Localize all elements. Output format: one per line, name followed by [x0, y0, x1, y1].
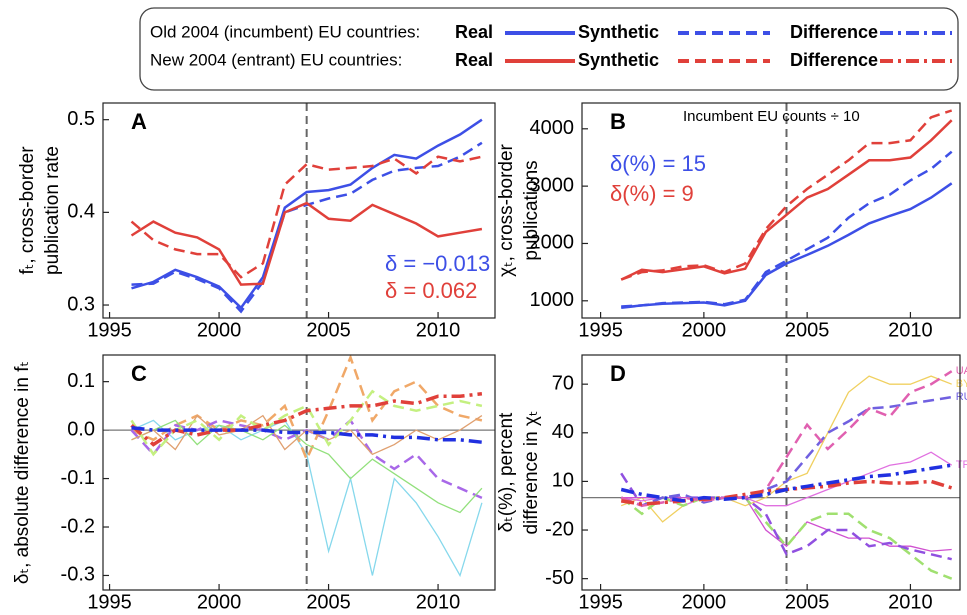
- plot-frame: [581, 102, 961, 319]
- series-label: RU: [956, 391, 967, 403]
- series-line: [620, 463, 952, 503]
- y-tick-label: 0.5: [67, 108, 95, 130]
- legend-row-label: New 2004 (entrant) EU countries:: [150, 50, 402, 69]
- y-tick-label: 0.0: [67, 418, 95, 440]
- y-tick-label: 2000: [530, 232, 575, 254]
- y-axis-label: χₜ, cross-border: [496, 143, 517, 276]
- y-tick-label: 10: [552, 470, 574, 492]
- series-line: [130, 389, 483, 457]
- series-line: [130, 392, 483, 447]
- legend-box: [139, 7, 959, 91]
- panel: 1000 2000 3000 4000 1995 2000 2005 2010 χₜ, cros…: [496, 102, 961, 341]
- panel: 0.3 0.4 0.5 1995 2000 2005 2010 fₜ, cross-borde…: [17, 102, 496, 341]
- series-line: [620, 119, 953, 281]
- y-tick-label: 0.3: [67, 293, 95, 315]
- x-tick-label: 2000: [682, 591, 727, 613]
- annotation: δ(%) = 9: [610, 181, 694, 206]
- series-line: [621, 150, 953, 308]
- panel-letter: A: [131, 109, 147, 134]
- y-axis-label: δₜ(%), percent: [496, 412, 517, 532]
- series-line: [130, 201, 483, 286]
- legend-row-label: Old 2004 (incumbent) EU countries:: [150, 22, 420, 41]
- x-tick-label: 2005: [306, 591, 351, 613]
- x-tick-label: 2000: [197, 591, 242, 613]
- series-line: [130, 155, 483, 279]
- panel-letter: B: [610, 109, 626, 134]
- series-line: [131, 118, 483, 310]
- legend-entry: Difference: [790, 22, 878, 42]
- x-tick-label: 2010: [888, 319, 933, 341]
- x-tick-label: 2005: [785, 319, 830, 341]
- y-tick-label: 1000: [530, 289, 575, 311]
- y-tick-label: -20: [545, 518, 574, 540]
- y-axis-label: publication rate: [42, 146, 63, 275]
- series-line: [620, 472, 952, 561]
- series-line: [620, 496, 953, 580]
- y-tick-label: 0.1: [67, 370, 95, 392]
- y-tick-label: 0.4: [67, 201, 95, 223]
- legend-entry: Difference: [790, 50, 878, 70]
- y-axis-label: publications: [521, 160, 542, 260]
- y-axis-label: fₜ, cross-border: [17, 146, 38, 275]
- x-tick-label: 2005: [785, 591, 830, 613]
- x-tick-label: 2000: [682, 319, 727, 341]
- annotation: δ(%) = 15: [610, 151, 706, 176]
- y-tick-label: -0.1: [61, 467, 95, 489]
- series-label: TR: [956, 459, 967, 471]
- series-line: [620, 395, 952, 508]
- legend-entry: Synthetic: [578, 22, 659, 42]
- series-line: [131, 419, 483, 514]
- plot-frame: [102, 102, 496, 319]
- x-tick-label: 2010: [416, 591, 461, 613]
- y-axis-label: δₜ, absolute difference in fₜ: [12, 361, 33, 584]
- plot-frame: [102, 354, 496, 591]
- annotation: δ = 0.062: [385, 278, 477, 303]
- y-tick-label: 4000: [530, 117, 575, 139]
- y-tick-label: -0.2: [61, 515, 95, 537]
- series-line: [131, 414, 483, 456]
- y-tick-label: -0.3: [61, 564, 95, 586]
- legend-entry: Real: [455, 22, 493, 42]
- legend-entry: Synthetic: [578, 50, 659, 70]
- y-axis-label: difference in χₜ: [521, 410, 542, 534]
- x-tick-label: 1995: [578, 319, 623, 341]
- x-tick-label: 2000: [197, 319, 242, 341]
- x-tick-label: 2010: [416, 319, 461, 341]
- panel: 0.1 0.0 -0.1 -0.2 -0.3 1995 2000 2005 2010 δₜ, ab…: [12, 354, 496, 613]
- x-tick-label: 1995: [87, 319, 132, 341]
- x-tick-label: 1995: [87, 591, 132, 613]
- y-tick-label: -50: [545, 567, 574, 589]
- panel: -50 -20 10 40 70 1995 2000 2005 2010 δₜ(%), perce…: [496, 354, 967, 613]
- series-label: UA: [956, 365, 967, 377]
- panel-letter: C: [131, 361, 147, 386]
- series-line: [130, 355, 483, 463]
- x-tick-label: 2010: [888, 591, 933, 613]
- annotation: Incumbent EU counts ÷ 10: [683, 108, 860, 125]
- series-line: [620, 109, 953, 281]
- x-tick-label: 1995: [578, 591, 623, 613]
- y-tick-label: 40: [552, 421, 574, 443]
- panel-letter: D: [610, 361, 626, 386]
- y-tick-label: 3000: [530, 174, 575, 196]
- series-label: BY: [956, 378, 967, 390]
- y-tick-label: 70: [552, 372, 574, 394]
- x-tick-label: 2005: [306, 319, 351, 341]
- legend-entry: Real: [455, 50, 493, 70]
- plot-frame: [581, 354, 961, 591]
- annotation: δ = −0.013: [385, 251, 490, 276]
- series-line: [131, 425, 483, 444]
